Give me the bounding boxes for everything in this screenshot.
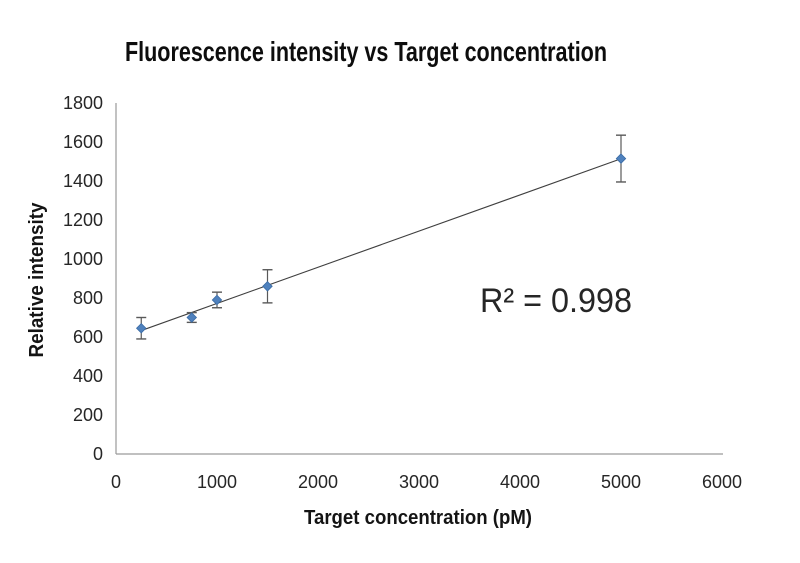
y-tick-label: 1000: [63, 249, 103, 269]
y-tick-label: 1400: [63, 171, 103, 191]
data-point-marker: [186, 312, 198, 323]
data-point-marker: [211, 294, 223, 306]
y-tick-label: 800: [73, 288, 103, 308]
y-tick-label: 1600: [63, 132, 103, 152]
data-point-marker: [615, 153, 627, 164]
data-point-marker: [135, 322, 147, 334]
trendline-group: [141, 158, 622, 332]
axes-group: [115, 103, 723, 455]
x-tick-labels: 0 1000 2000 3000 4000 5000 6000: [111, 472, 742, 492]
y-tick-label: 200: [73, 405, 103, 425]
x-tick-label: 1000: [197, 472, 237, 492]
r-squared-annotation: R² = 0.998: [480, 282, 632, 320]
y-tick-label: 1200: [63, 210, 103, 230]
x-tick-label: 4000: [500, 472, 540, 492]
x-tick-label: 6000: [702, 472, 742, 492]
trendline: [141, 158, 622, 332]
y-tick-label: 0: [93, 444, 103, 464]
x-tick-label: 5000: [601, 472, 641, 492]
data-point-marker: [262, 281, 273, 292]
y-tick-label: 1800: [63, 93, 103, 113]
x-tick-label: 0: [111, 472, 121, 492]
chart-title: Fluorescence intensity vs Target concent…: [125, 36, 607, 67]
data-points-group: [135, 153, 627, 334]
y-tick-label: 600: [73, 327, 103, 347]
y-axis-title: Relative intensity: [26, 202, 48, 358]
x-tick-label: 3000: [399, 472, 439, 492]
x-axis-title: Target concentration (pM): [304, 507, 532, 529]
x-tick-label: 2000: [298, 472, 338, 492]
y-tick-label: 400: [73, 366, 103, 386]
y-tick-labels: 0 200 400 600 800 1000 1200 1400 1600 1800: [63, 93, 103, 464]
